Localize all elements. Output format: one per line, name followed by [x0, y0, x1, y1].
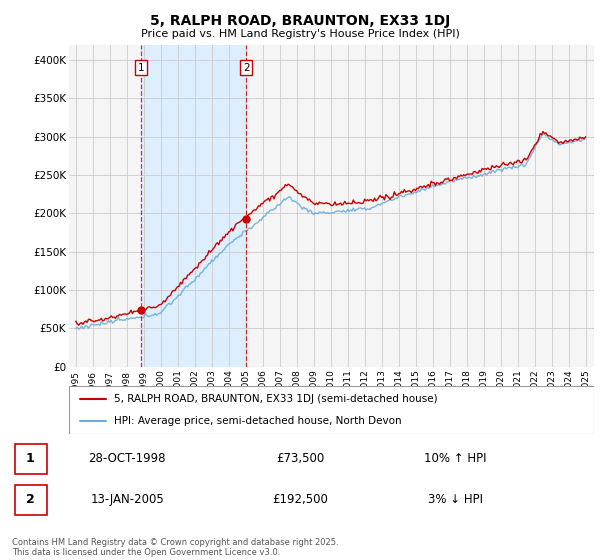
Text: 2: 2: [26, 493, 35, 506]
Text: £192,500: £192,500: [272, 493, 328, 506]
Bar: [141, 45, 247, 367]
Text: 5, RALPH ROAD, BRAUNTON, EX33 1DJ: 5, RALPH ROAD, BRAUNTON, EX33 1DJ: [150, 14, 450, 28]
Text: Contains HM Land Registry data © Crown copyright and database right 2025.
This d: Contains HM Land Registry data © Crown c…: [12, 538, 338, 557]
FancyBboxPatch shape: [15, 444, 47, 474]
Text: 1: 1: [137, 63, 144, 73]
Text: HPI: Average price, semi-detached house, North Devon: HPI: Average price, semi-detached house,…: [113, 416, 401, 426]
Text: 3% ↓ HPI: 3% ↓ HPI: [428, 493, 483, 506]
Text: 10% ↑ HPI: 10% ↑ HPI: [424, 452, 487, 465]
Text: 5, RALPH ROAD, BRAUNTON, EX33 1DJ (semi-detached house): 5, RALPH ROAD, BRAUNTON, EX33 1DJ (semi-…: [113, 394, 437, 404]
Text: 13-JAN-2005: 13-JAN-2005: [91, 493, 164, 506]
Text: 28-OCT-1998: 28-OCT-1998: [88, 452, 166, 465]
FancyBboxPatch shape: [15, 484, 47, 515]
Text: £73,500: £73,500: [276, 452, 324, 465]
Text: 2: 2: [243, 63, 250, 73]
Text: 1: 1: [26, 452, 35, 465]
Text: Price paid vs. HM Land Registry's House Price Index (HPI): Price paid vs. HM Land Registry's House …: [140, 29, 460, 39]
